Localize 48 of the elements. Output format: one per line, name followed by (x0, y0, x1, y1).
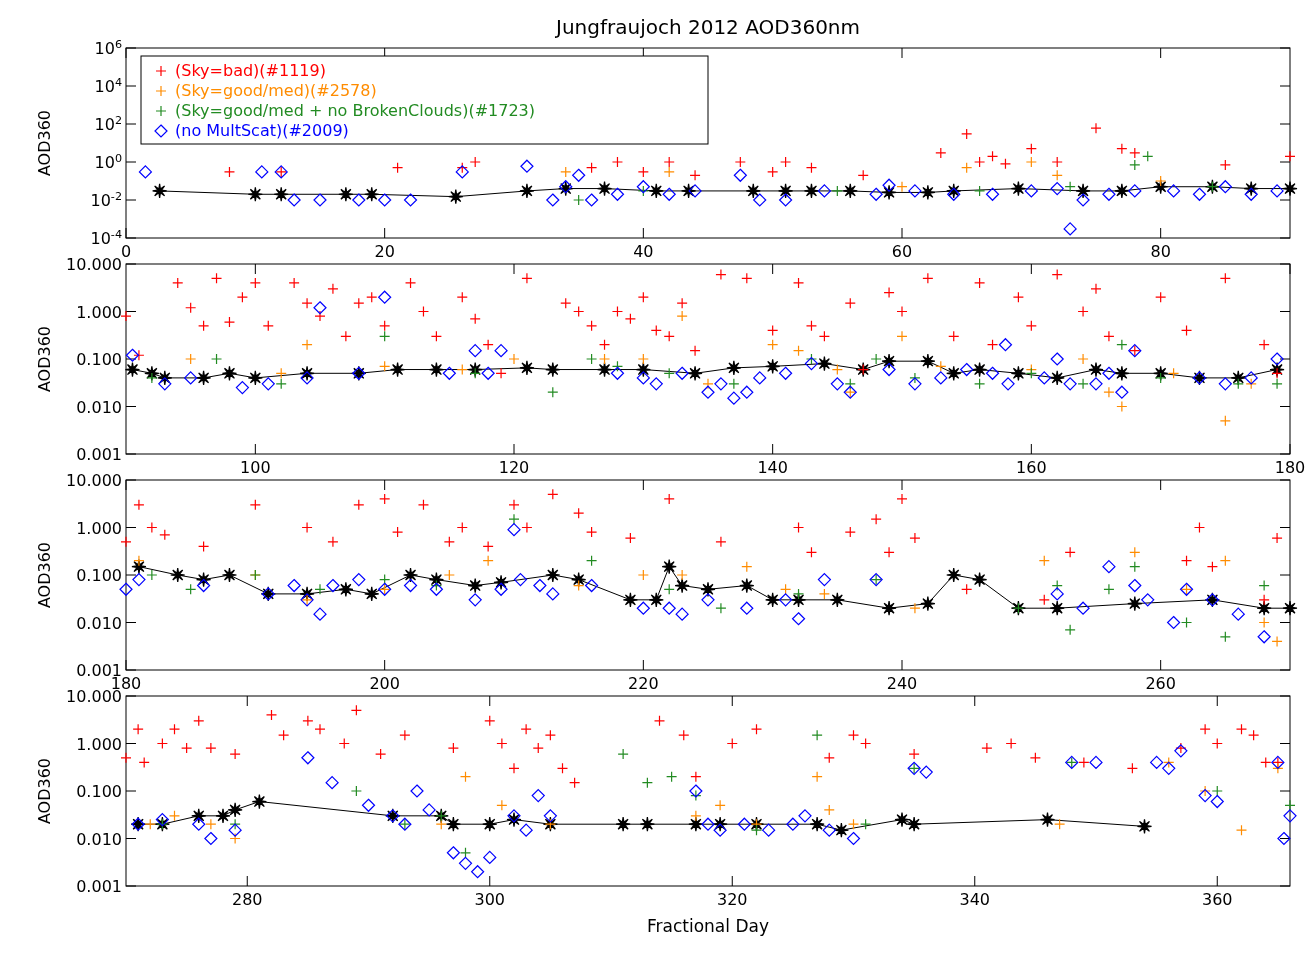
x-tick-label: 160 (1016, 458, 1047, 477)
y-tick-label: 10$^{-4}$ (90, 227, 122, 248)
x-tick-label: 240 (886, 674, 918, 693)
x-tick-label: 180 (1274, 458, 1306, 477)
x-tick-label: 40 (633, 242, 654, 261)
legend-label: (Sky=bad)(#1119) (175, 61, 326, 80)
y-tick-label: 10$^{4}$ (94, 75, 122, 96)
y-tick-label: 10$^{-2}$ (90, 189, 122, 210)
y-tick-label: 0.100 (76, 782, 122, 801)
x-tick-label: 0 (120, 242, 132, 261)
legend-label: (no MultScat)(#2009) (175, 121, 349, 140)
x-tick-label: 300 (474, 890, 506, 909)
y-tick-label: 10$^{0}$ (94, 151, 122, 172)
x-axis-title: Fractional Day (647, 916, 769, 936)
x-tick-label: 20 (374, 242, 395, 261)
y-tick-label: 1.000 (76, 518, 122, 538)
x-tick-label: 60 (891, 242, 913, 261)
chart-title: Jungfraujoch 2012 AOD360nm (553, 15, 861, 39)
x-tick-label: 360 (1201, 890, 1233, 909)
x-tick-label: 320 (716, 890, 748, 909)
y-tick-label: 0.001 (76, 877, 122, 896)
x-tick-label: 80 (1150, 242, 1171, 261)
y-axis-title: AOD360 (35, 325, 54, 393)
y-tick-label: 0.010 (76, 397, 122, 417)
x-tick-label: 100 (240, 458, 271, 477)
legend-label: (Sky=good/med)(#2578) (175, 81, 377, 100)
y-tick-label: 10.000 (66, 471, 122, 490)
y-tick-label: 0.100 (76, 350, 122, 369)
x-tick-label: 120 (498, 458, 530, 477)
x-tick-label: 200 (369, 674, 400, 693)
x-tick-label: 340 (959, 890, 991, 909)
y-tick-label: 0.100 (76, 566, 122, 585)
legend-label: (Sky=good/med + no BrokenClouds)(#1723) (175, 101, 535, 120)
x-tick-label: 260 (1145, 674, 1176, 693)
y-tick-label: 0.010 (76, 829, 122, 849)
y-tick-label: 0.010 (76, 613, 122, 633)
x-tick-label: 280 (231, 890, 263, 909)
y-axis-title: AOD360 (35, 757, 54, 825)
y-axis-title: AOD360 (35, 541, 54, 609)
y-tick-label: 1.000 (76, 734, 122, 754)
y-tick-label: 10$^{2}$ (94, 113, 122, 134)
y-tick-label: 1.000 (76, 302, 122, 322)
x-tick-label: 140 (757, 458, 788, 477)
y-tick-label: 10$^{6}$ (94, 37, 122, 58)
x-tick-label: 220 (628, 674, 659, 693)
y-axis-title: AOD360 (35, 109, 54, 177)
y-tick-label: 10.000 (66, 255, 122, 274)
y-tick-label: 0.001 (76, 445, 122, 464)
